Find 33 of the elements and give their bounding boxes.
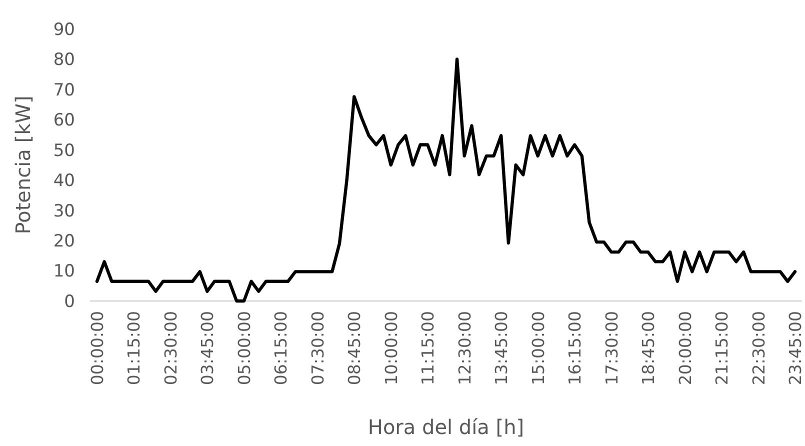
x-tick-label: 11:15:00 [418, 311, 438, 386]
x-tick-label: 17:30:00 [602, 311, 622, 386]
x-tick-label: 07:30:00 [308, 311, 328, 386]
x-tick-label: 03:45:00 [198, 311, 218, 386]
y-axis-title: Potencia [kW] [11, 96, 35, 234]
x-tick-label: 22:30:00 [749, 311, 768, 386]
y-tick-label: 60 [53, 110, 75, 131]
x-tick-label: 18:45:00 [639, 311, 658, 386]
x-tick-label: 13:45:00 [492, 311, 512, 386]
x-tick-label: 01:15:00 [124, 311, 144, 386]
x-tick-label: 20:00:00 [676, 311, 695, 386]
x-tick-label: 12:30:00 [455, 311, 474, 386]
x-tick-label: 21:15:00 [712, 311, 732, 386]
y-tick-label: 70 [53, 80, 75, 100]
x-tick-label: 16:15:00 [566, 311, 585, 386]
x-axis-title: Hora del día [h] [368, 415, 524, 439]
x-tick-label: 10:00:00 [382, 311, 401, 386]
x-tick-label: 06:15:00 [272, 311, 291, 386]
x-tick-label: 00:00:00 [88, 311, 107, 386]
x-tick-label: 15:00:00 [528, 311, 548, 386]
y-tick-label: 90 [53, 20, 75, 40]
x-tick-label: 02:30:00 [161, 311, 180, 386]
y-tick-label: 30 [53, 201, 75, 222]
x-tick-label: 05:00:00 [234, 311, 254, 386]
y-tick-label: 20 [53, 232, 75, 252]
x-tick-label: 23:45:00 [786, 311, 805, 386]
y-tick-label: 40 [53, 171, 75, 192]
line-series [95, 58, 797, 303]
y-tick-label: 80 [53, 50, 75, 70]
y-tick-label: 0 [64, 292, 75, 312]
y-tick-label: 50 [53, 140, 75, 161]
x-tick-label: 08:45:00 [345, 311, 364, 386]
y-tick-label: 10 [53, 262, 75, 282]
